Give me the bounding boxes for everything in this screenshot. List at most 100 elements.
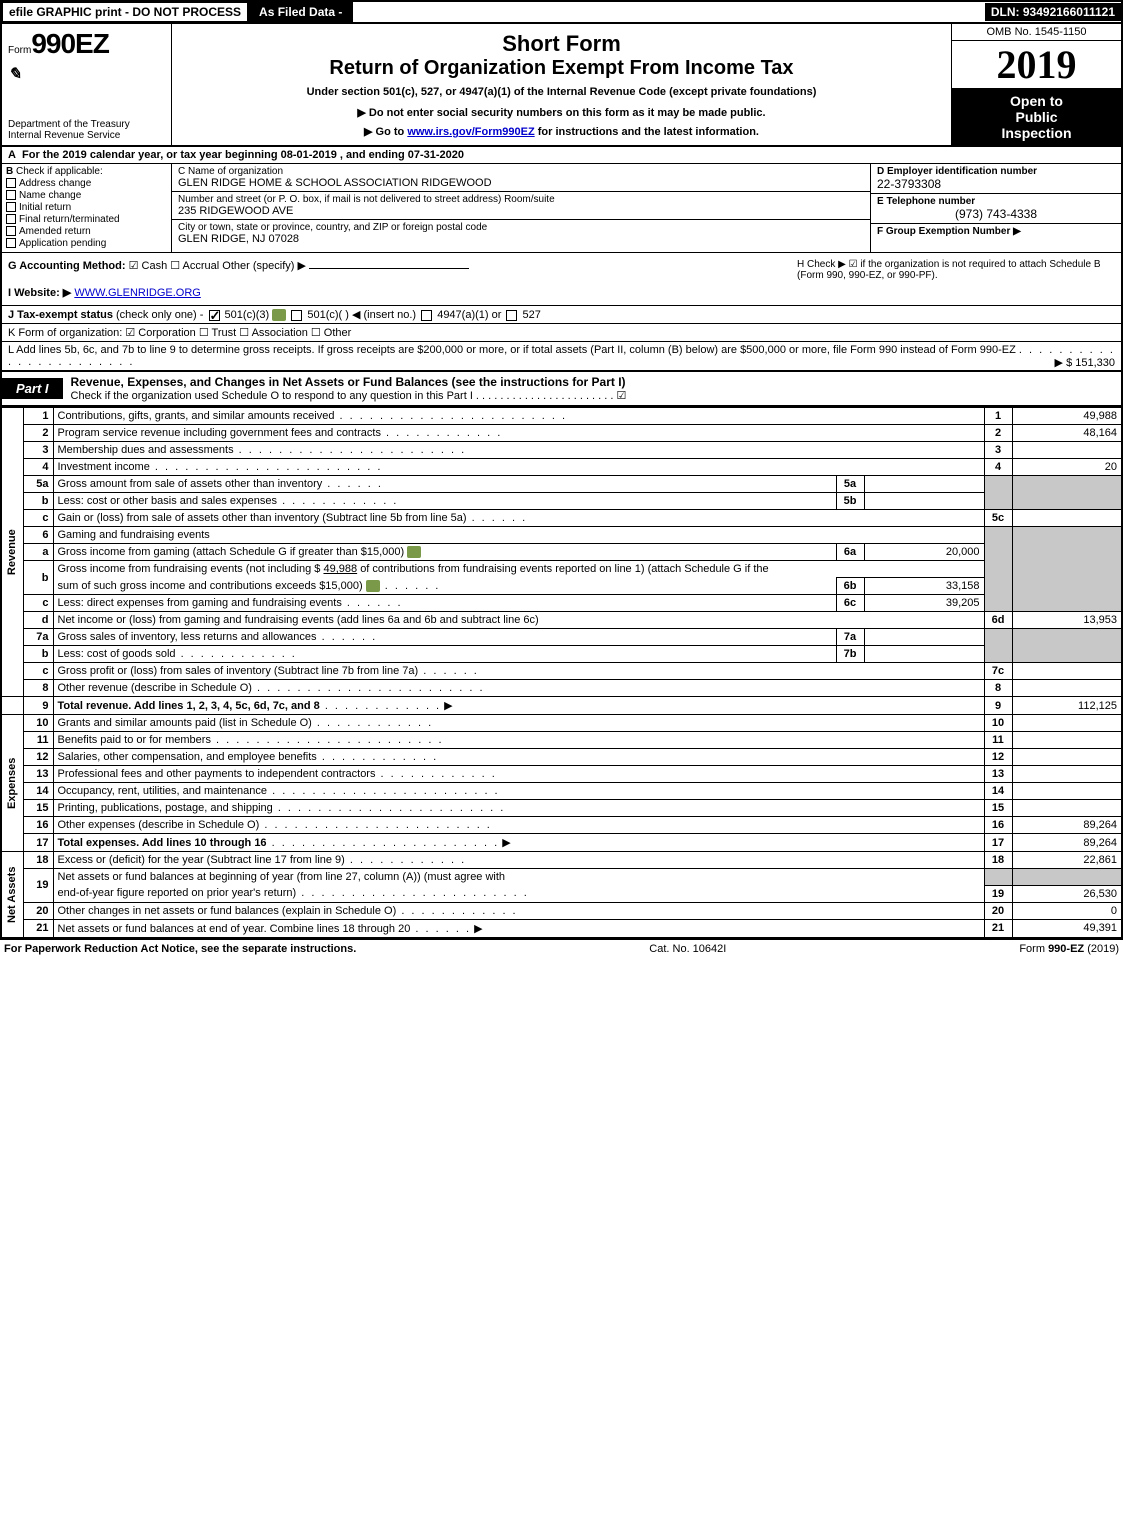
b-label: Check if applicable: bbox=[16, 166, 103, 177]
inner-num: 6a bbox=[836, 544, 864, 561]
dept-treasury: Department of the Treasury Internal Reve… bbox=[2, 115, 171, 145]
irs-logo-icon: ✎ bbox=[2, 64, 171, 84]
f-label: F Group Exemption Number ▶ bbox=[877, 226, 1021, 237]
lines-table: Revenue 1 Contributions, gifts, grants, … bbox=[0, 407, 1123, 939]
netassets-vlabel: Net Assets bbox=[1, 852, 23, 938]
box-val bbox=[1012, 680, 1122, 697]
box-num: 1 bbox=[984, 408, 1012, 425]
doc-icon bbox=[272, 309, 286, 321]
box-val: 22,861 bbox=[1012, 852, 1122, 869]
c-city-value: GLEN RIDGE, NJ 07028 bbox=[178, 233, 864, 245]
box-num: 4 bbox=[984, 459, 1012, 476]
box-num: 13 bbox=[984, 766, 1012, 783]
box-num: 8 bbox=[984, 680, 1012, 697]
c-city-label: City or town, state or province, country… bbox=[178, 222, 864, 233]
box-num: 10 bbox=[984, 715, 1012, 732]
box-num: 20 bbox=[984, 902, 1012, 919]
row-num: 11 bbox=[23, 732, 53, 749]
line-l: L Add lines 5b, 6c, and 7b to line 9 to … bbox=[0, 342, 1123, 371]
line-j: J Tax-exempt status (check only one) - 5… bbox=[0, 306, 1123, 324]
row-desc: Net assets or fund balances at beginning… bbox=[53, 869, 984, 886]
shaded-cell bbox=[984, 869, 1012, 886]
row-num: 15 bbox=[23, 800, 53, 817]
box-val: 26,530 bbox=[1012, 885, 1122, 902]
checkbox-icon[interactable] bbox=[6, 214, 16, 224]
line-a-text: For the 2019 calendar year, or tax year … bbox=[22, 149, 464, 161]
checkbox-icon[interactable] bbox=[6, 202, 16, 212]
box-val bbox=[1012, 732, 1122, 749]
box-num: 21 bbox=[984, 919, 1012, 938]
row-desc: Salaries, other compensation, and employ… bbox=[58, 751, 317, 763]
footer-mid: Cat. No. 10642I bbox=[649, 943, 726, 955]
header-left: Form990EZ ✎ Department of the Treasury I… bbox=[2, 24, 172, 145]
row-num: 2 bbox=[23, 425, 53, 442]
row-desc: Net assets or fund balances at end of ye… bbox=[58, 923, 411, 935]
box-val: 89,264 bbox=[1012, 817, 1122, 834]
website-link[interactable]: WWW.GLENRIDGE.ORG bbox=[74, 287, 201, 299]
box-num: 5c bbox=[984, 510, 1012, 527]
row-desc: Gain or (loss) from sale of assets other… bbox=[58, 512, 467, 524]
shaded-cell bbox=[1012, 629, 1122, 663]
box-num: 18 bbox=[984, 852, 1012, 869]
top-bar: efile GRAPHIC print - DO NOT PROCESS As … bbox=[0, 0, 1123, 22]
amount-6b: 49,988 bbox=[323, 563, 357, 575]
doc-icon bbox=[407, 546, 421, 558]
box-val: 0 bbox=[1012, 902, 1122, 919]
part1-subtitle: Check if the organization used Schedule … bbox=[71, 389, 627, 402]
l-text: L Add lines 5b, 6c, and 7b to line 9 to … bbox=[8, 344, 1016, 356]
box-val bbox=[1012, 715, 1122, 732]
row-desc: Gross sales of inventory, less returns a… bbox=[58, 631, 317, 643]
col-def: D Employer identification number 22-3793… bbox=[871, 164, 1121, 252]
row-desc: Total revenue. Add lines 1, 2, 3, 4, 5c,… bbox=[58, 700, 320, 712]
row-num: 5a bbox=[23, 476, 53, 493]
header-mid: Short Form Return of Organization Exempt… bbox=[172, 24, 951, 145]
box-val: 49,988 bbox=[1012, 408, 1122, 425]
row-desc-2: of contributions from fundraising events… bbox=[360, 563, 768, 575]
b-opt-5: Application pending bbox=[19, 238, 106, 249]
tax-year: 2019 bbox=[952, 41, 1121, 89]
box-num: 3 bbox=[984, 442, 1012, 459]
row-desc: Membership dues and assessments bbox=[58, 444, 234, 456]
checkbox-icon[interactable] bbox=[6, 190, 16, 200]
row-num: 18 bbox=[23, 852, 53, 869]
row-desc: Gross income from gaming (attach Schedul… bbox=[58, 546, 405, 558]
g-block: G Accounting Method: ☑ Cash ☐ Accrual Ot… bbox=[2, 253, 791, 305]
part1-tag: Part I bbox=[2, 378, 63, 399]
row-num: 12 bbox=[23, 749, 53, 766]
irs-link[interactable]: www.irs.gov/Form990EZ bbox=[407, 126, 534, 138]
box-num: 19 bbox=[984, 885, 1012, 902]
row-desc: Less: direct expenses from gaming and fu… bbox=[58, 597, 342, 609]
box-val bbox=[1012, 442, 1122, 459]
inner-val: 33,158 bbox=[864, 578, 984, 595]
row-num: 6 bbox=[23, 527, 53, 544]
b-opt-2: Initial return bbox=[19, 202, 71, 213]
inner-val bbox=[864, 646, 984, 663]
c-street-label: Number and street (or P. O. box, if mail… bbox=[178, 194, 864, 205]
checkbox-icon[interactable] bbox=[506, 310, 517, 321]
box-val: 112,125 bbox=[1012, 697, 1122, 715]
line-a: AFor the 2019 calendar year, or tax year… bbox=[0, 147, 1123, 164]
checkbox-icon[interactable] bbox=[291, 310, 302, 321]
main-title: Return of Organization Exempt From Incom… bbox=[180, 57, 943, 80]
b-opt-1: Name change bbox=[19, 190, 81, 201]
g-other-input[interactable] bbox=[309, 268, 469, 269]
checkbox-icon[interactable] bbox=[6, 238, 16, 248]
page-footer: For Paperwork Reduction Act Notice, see … bbox=[0, 939, 1123, 958]
row-num: 10 bbox=[23, 715, 53, 732]
checkbox-icon[interactable] bbox=[421, 310, 432, 321]
form-num: 990EZ bbox=[31, 28, 109, 59]
row-desc: Other revenue (describe in Schedule O) bbox=[58, 682, 252, 694]
box-num: 17 bbox=[984, 834, 1012, 852]
row-desc-2: end-of-year figure reported on prior yea… bbox=[58, 887, 297, 899]
box-val: 48,164 bbox=[1012, 425, 1122, 442]
row-desc: Gross amount from sale of assets other t… bbox=[58, 478, 323, 490]
checkbox-icon[interactable] bbox=[6, 226, 16, 236]
row-num: 8 bbox=[23, 680, 53, 697]
checkbox-icon[interactable] bbox=[209, 310, 220, 321]
checkbox-icon[interactable] bbox=[6, 178, 16, 188]
row-num: 14 bbox=[23, 783, 53, 800]
open-line2: Public bbox=[956, 109, 1117, 125]
row-num: a bbox=[23, 544, 53, 561]
c-name-value: GLEN RIDGE HOME & SCHOOL ASSOCIATION RID… bbox=[178, 177, 864, 189]
inner-val bbox=[864, 476, 984, 493]
